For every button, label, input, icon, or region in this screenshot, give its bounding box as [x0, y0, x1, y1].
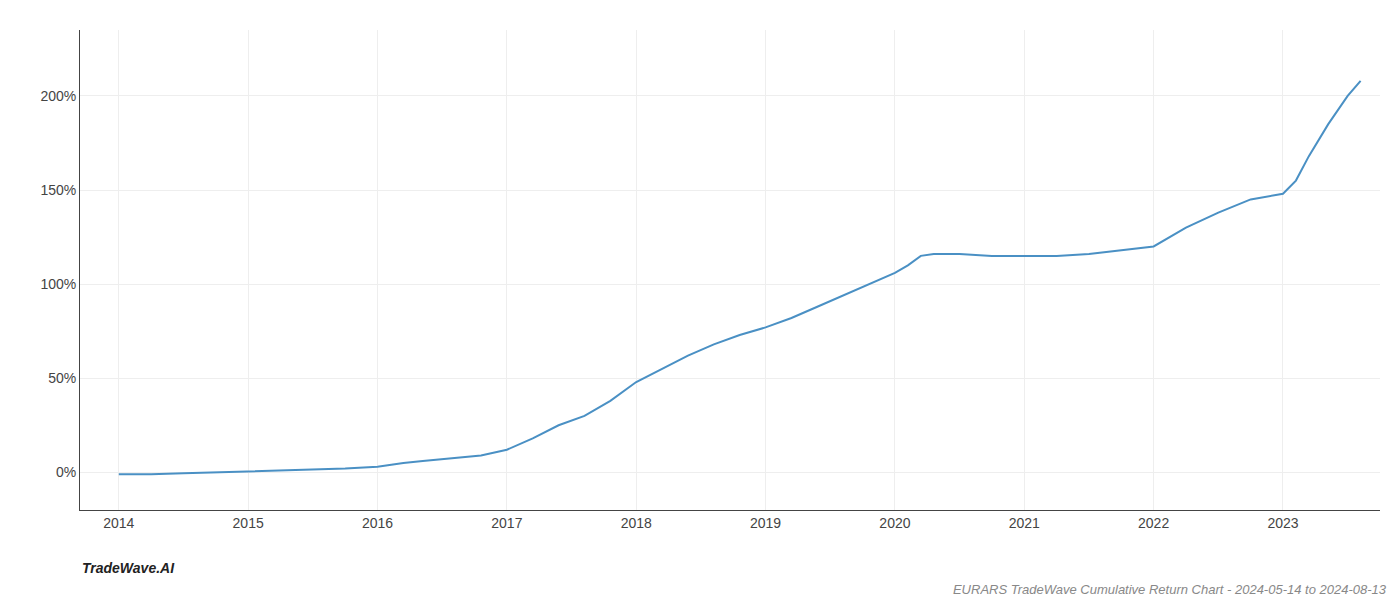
svg-text:0%: 0% — [56, 464, 76, 480]
svg-text:2015: 2015 — [233, 515, 264, 531]
svg-text:50%: 50% — [48, 370, 76, 386]
svg-text:150%: 150% — [40, 182, 76, 198]
svg-text:100%: 100% — [40, 276, 76, 292]
svg-text:EURARS TradeWave Cumulative Re: EURARS TradeWave Cumulative Return Chart… — [953, 582, 1387, 597]
svg-text:2018: 2018 — [621, 515, 652, 531]
svg-text:2020: 2020 — [879, 515, 910, 531]
svg-text:2021: 2021 — [1009, 515, 1040, 531]
svg-text:2022: 2022 — [1138, 515, 1169, 531]
svg-text:2017: 2017 — [491, 515, 522, 531]
svg-text:2014: 2014 — [103, 515, 134, 531]
svg-text:2016: 2016 — [362, 515, 393, 531]
svg-text:200%: 200% — [40, 88, 76, 104]
svg-text:2023: 2023 — [1267, 515, 1298, 531]
svg-text:2019: 2019 — [750, 515, 781, 531]
svg-text:TradeWave.AI: TradeWave.AI — [82, 560, 175, 576]
